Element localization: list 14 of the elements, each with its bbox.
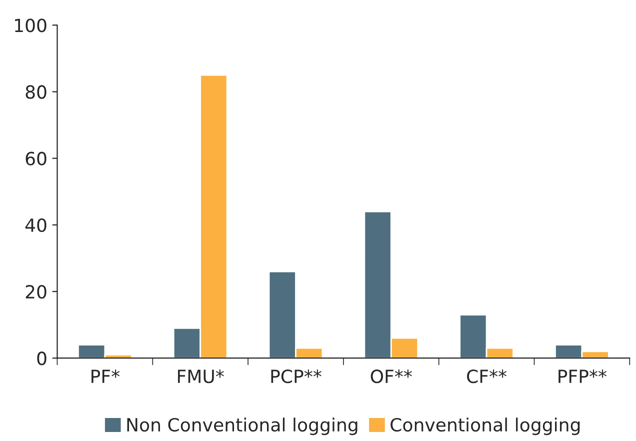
legend-label: Conventional logging bbox=[390, 418, 580, 436]
y-tick-label: 0 bbox=[37, 352, 46, 366]
y-tick-label: 60 bbox=[26, 152, 46, 166]
x-tick-label: PCP** bbox=[271, 370, 322, 384]
x-tick-label: CF** bbox=[467, 370, 507, 384]
y-tick-label: 80 bbox=[26, 85, 46, 99]
x-tick-label: OF** bbox=[370, 370, 412, 384]
y-tick-label: 100 bbox=[15, 18, 46, 32]
y-tick-label: 20 bbox=[26, 284, 46, 299]
y-tick-label: 40 bbox=[25, 218, 46, 232]
x-tick-label: PFP** bbox=[558, 370, 607, 383]
x-tick-label: FMU* bbox=[178, 370, 224, 384]
x-tick-label: PF* bbox=[92, 370, 120, 383]
legend-label: Non Conventional logging bbox=[127, 418, 358, 436]
